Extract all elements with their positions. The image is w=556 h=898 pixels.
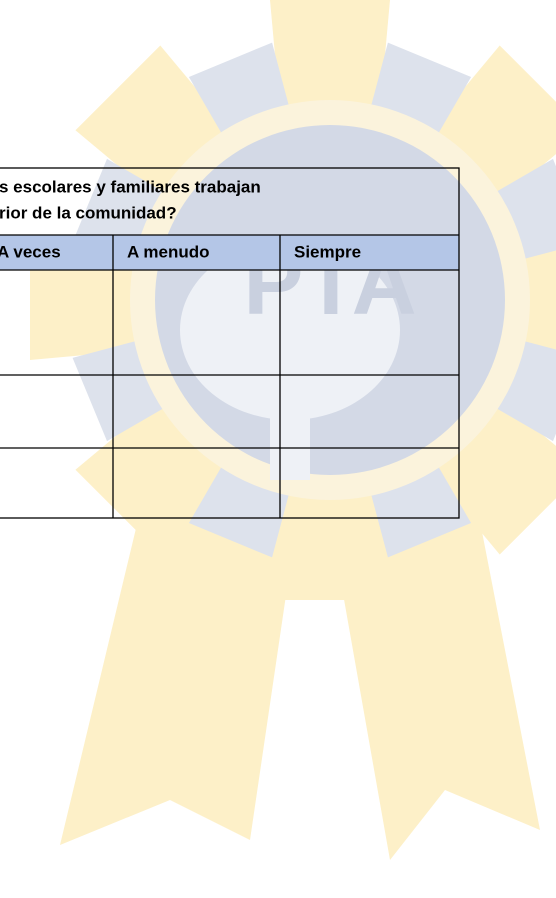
header-cell: Siempre: [294, 242, 361, 261]
header-cell: A menudo: [127, 242, 209, 261]
header-cell: A veces: [0, 242, 61, 261]
title-line: rior de la comunidad?: [0, 203, 177, 222]
header-fill: [0, 235, 459, 270]
title-line: s escolares y familiares trabajan: [0, 177, 261, 196]
watermark: PTA: [30, 0, 556, 860]
table: s escolares y familiares trabajan rior d…: [0, 167, 460, 519]
